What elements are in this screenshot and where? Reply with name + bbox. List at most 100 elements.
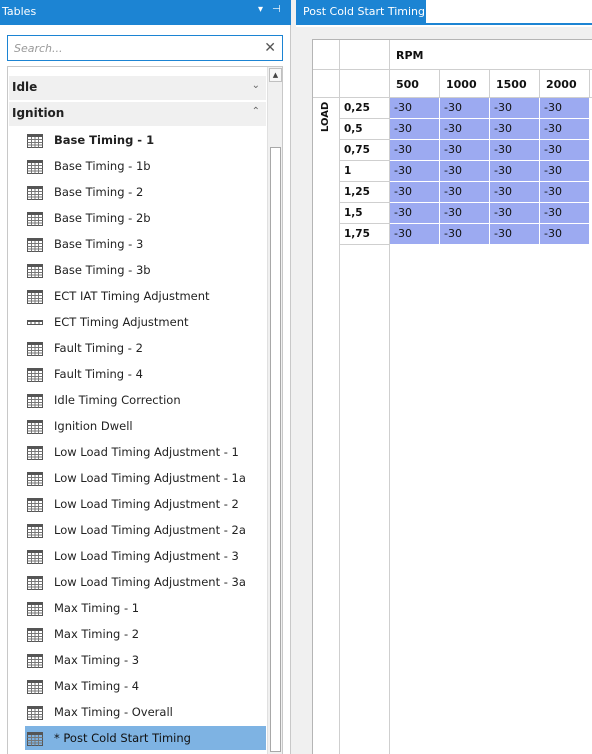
tree-item[interactable]: ECT IAT Timing Adjustment [25, 284, 266, 308]
tree-item[interactable]: Base Timing - 1 [25, 128, 266, 152]
tree-item-label: Max Timing - 1 [54, 601, 140, 615]
table-icon [27, 627, 43, 642]
table-cell[interactable]: -30 [440, 161, 490, 182]
grid-line [589, 69, 590, 98]
table-cell[interactable]: -30 [490, 224, 540, 245]
tree-item[interactable]: Fault Timing - 2 [25, 336, 266, 360]
tree-item[interactable]: Max Timing - 1 [25, 596, 266, 620]
tree-item-label: Base Timing - 2b [54, 211, 151, 225]
chevron-up-icon[interactable]: ⌃ [251, 106, 260, 117]
row-header: 0,75 [344, 144, 370, 156]
tree-item-label: Low Load Timing Adjustment - 3a [54, 575, 246, 589]
row-header: 0,5 [344, 123, 363, 135]
tree-item-label: ECT Timing Adjustment [54, 315, 189, 329]
table-cell[interactable]: -30 [490, 119, 540, 140]
table-cell[interactable]: -30 [540, 203, 590, 224]
tree-item[interactable]: * Post Cold Start Timing [25, 726, 266, 750]
table-cell[interactable]: -30 [390, 98, 440, 119]
clear-search-icon[interactable]: ✕ [264, 40, 276, 56]
table-cell[interactable]: -30 [390, 119, 440, 140]
tree-item[interactable]: Idle Timing Correction [25, 388, 266, 412]
tree-item-label: Base Timing - 1b [54, 159, 151, 173]
tab-post-cold-start-timing[interactable]: Post Cold Start Timing [296, 0, 426, 25]
timing-table-grid: RPM LOAD 500 1000 1500 2000 0,25 -30 -30 -30 -30 0,… [312, 39, 592, 754]
panel-menu-icon[interactable]: ▾ [258, 4, 264, 15]
table-cell[interactable]: -30 [390, 140, 440, 161]
table-icon [27, 315, 43, 329]
table-cell[interactable]: -30 [490, 140, 540, 161]
pin-icon[interactable]: ⊣ [272, 4, 281, 15]
table-cell[interactable]: -30 [390, 182, 440, 203]
tree-item-label: Base Timing - 3b [54, 263, 151, 277]
table-cell[interactable]: -30 [540, 140, 590, 161]
tree-item[interactable]: Base Timing - 2 [25, 180, 266, 204]
table-icon [27, 185, 43, 200]
vertical-scrollbar[interactable]: ▲ [267, 67, 282, 754]
tree-item[interactable]: Max Timing - Overall [25, 700, 266, 724]
tree-item[interactable]: Max Timing - 3 [25, 648, 266, 672]
tree-item[interactable]: Low Load Timing Adjustment - 3 [25, 544, 266, 568]
tree-item[interactable]: Base Timing - 2b [25, 206, 266, 230]
tree-item[interactable]: Low Load Timing Adjustment - 1 [25, 440, 266, 464]
table-cell[interactable]: -30 [440, 119, 490, 140]
tree-item[interactable]: Fault Timing - 4 [25, 362, 266, 386]
tree-item-label: Fault Timing - 4 [54, 367, 143, 381]
table-cell[interactable]: -30 [540, 224, 590, 245]
tree-group-ignition[interactable]: Ignition ⌃ [9, 102, 266, 126]
tree-item[interactable]: Max Timing - 4 [25, 674, 266, 698]
tree-item[interactable]: Max Timing - 2 [25, 622, 266, 646]
tree-item[interactable]: Ignition Dwell [25, 414, 266, 438]
table-cell[interactable]: -30 [490, 161, 540, 182]
tree-group-idle[interactable]: Idle ⌄ [9, 76, 266, 100]
table-cell[interactable]: -30 [390, 161, 440, 182]
table-icon [27, 497, 43, 512]
table-icon [27, 393, 43, 408]
grid-line [389, 40, 390, 754]
tree-item[interactable]: Base Timing - 3b [25, 258, 266, 282]
table-cell[interactable]: -30 [540, 119, 590, 140]
table-cell[interactable]: -30 [540, 182, 590, 203]
table-cell[interactable]: -30 [490, 203, 540, 224]
table-icon [27, 159, 43, 174]
tree-item-label: Fault Timing - 2 [54, 341, 143, 355]
tree-item[interactable]: Base Timing - 3 [25, 232, 266, 256]
tree-item-label: Max Timing - Overall [54, 705, 173, 719]
table-cell[interactable]: -30 [440, 140, 490, 161]
search-input[interactable] [8, 36, 258, 60]
grid-line [313, 97, 592, 98]
tree-item[interactable]: ECT Timing Adjustment [25, 310, 266, 334]
editor-content: RPM LOAD 500 1000 1500 2000 0,25 -30 -30 -30 -30 0,… [296, 27, 592, 754]
table-icon [27, 289, 43, 304]
table-cell[interactable]: -30 [490, 98, 540, 119]
table-icon [27, 419, 43, 434]
table-cell[interactable]: -30 [440, 182, 490, 203]
grid-line [339, 118, 389, 119]
table-icon [27, 601, 43, 616]
tree-item[interactable]: Low Load Timing Adjustment - 3a [25, 570, 266, 594]
tree-item[interactable]: Low Load Timing Adjustment - 2a [25, 518, 266, 542]
tree-item[interactable]: Low Load Timing Adjustment - 2 [25, 492, 266, 516]
table-cell[interactable]: -30 [540, 98, 590, 119]
table-icon [27, 549, 43, 564]
table-cell[interactable]: -30 [540, 161, 590, 182]
row-axis-label: LOAD [320, 101, 331, 132]
row-header: 1,75 [344, 228, 370, 240]
table-cell[interactable]: -30 [440, 203, 490, 224]
table-icon [27, 237, 43, 252]
table-cell[interactable]: -30 [390, 203, 440, 224]
tables-panel: Tables ▾ ⊣ ✕ Idle ⌄ Ignition ⌃ Base Timing -… [0, 0, 291, 754]
search-box: ✕ [7, 35, 283, 61]
grid-line [339, 160, 389, 161]
scroll-thumb[interactable] [270, 147, 281, 752]
scroll-up-icon[interactable]: ▲ [269, 68, 282, 82]
tree-item[interactable]: Base Timing - 1b [25, 154, 266, 178]
table-icon [27, 471, 43, 486]
table-cell[interactable]: -30 [490, 182, 540, 203]
tree-item-label: Base Timing - 3 [54, 237, 144, 251]
tree-item[interactable]: Low Load Timing Adjustment - 1a [25, 466, 266, 490]
table-cell[interactable]: -30 [390, 224, 440, 245]
chevron-down-icon[interactable]: ⌄ [251, 80, 260, 91]
table-cell[interactable]: -30 [440, 224, 490, 245]
table-cell[interactable]: -30 [440, 98, 490, 119]
